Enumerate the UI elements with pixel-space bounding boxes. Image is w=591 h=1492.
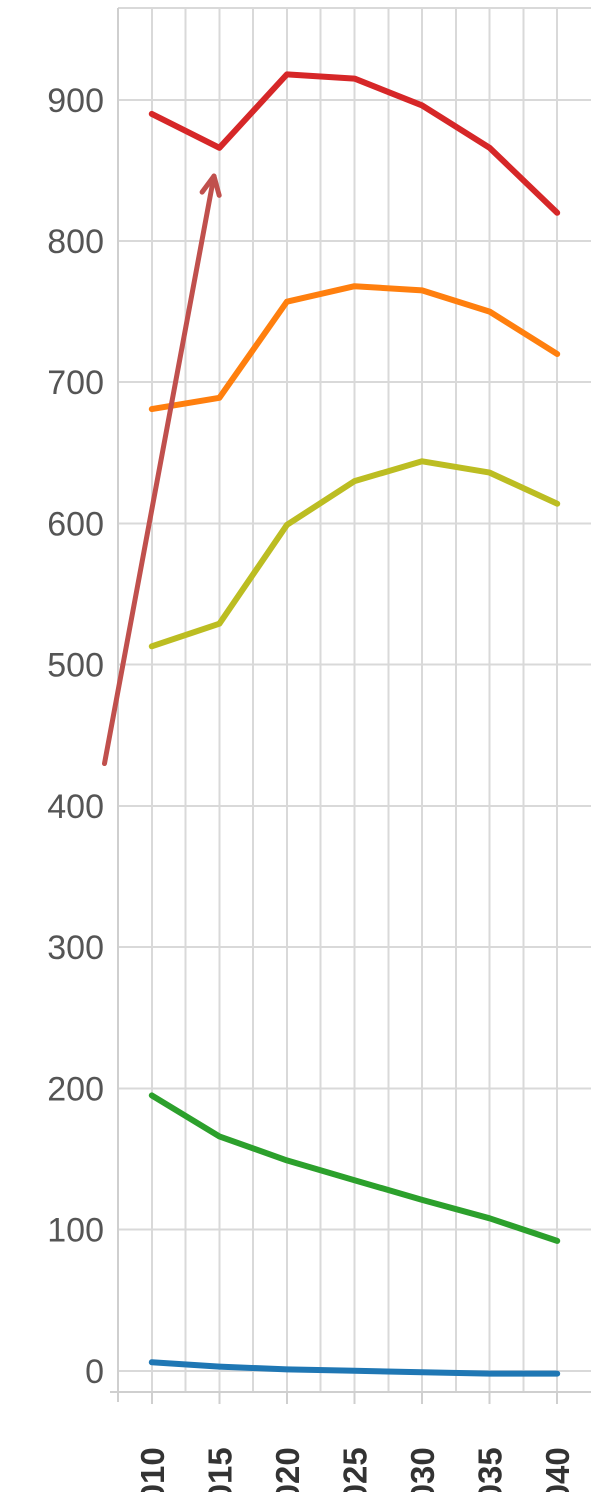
x-tick-label: 2010 — [134, 1447, 171, 1492]
x-tick-label: 2020 — [269, 1447, 306, 1492]
series-line-1 — [148, 71, 561, 216]
y-tick-label: 700 — [47, 364, 104, 402]
series-line-3 — [148, 458, 561, 650]
x-tick-label: 2025 — [337, 1447, 374, 1492]
y-tick-label: 600 — [47, 505, 104, 543]
series-line-2 — [148, 283, 561, 413]
y-tick-label: 200 — [47, 1070, 104, 1108]
series-lines — [148, 71, 561, 1377]
x-tick-label: 2035 — [472, 1447, 509, 1492]
axes — [110, 8, 591, 1404]
series-line-4 — [148, 1092, 561, 1244]
annotation-arrow — [101, 173, 217, 767]
y-tick-label: 100 — [47, 1212, 104, 1250]
grid — [117, 7, 591, 1392]
annotations — [101, 173, 222, 767]
x-tick-label: 2015 — [201, 1447, 238, 1492]
y-tick-label: 400 — [47, 788, 104, 826]
tick-labels: 0 100 200 300 400 500 600 700 800 900 2010 2015 2020… — [47, 82, 576, 1492]
y-tick-label: 900 — [47, 82, 104, 120]
series-line-5 — [148, 1359, 561, 1377]
y-tick-label: 0 — [85, 1353, 104, 1391]
y-tick-label: 500 — [47, 647, 104, 685]
y-tick-label: 800 — [47, 223, 104, 261]
x-tick-label: 2030 — [404, 1447, 441, 1492]
y-tick-label: 300 — [47, 929, 104, 967]
x-tick-label: 2040 — [539, 1447, 576, 1492]
annotation-arrow-head — [199, 173, 222, 198]
